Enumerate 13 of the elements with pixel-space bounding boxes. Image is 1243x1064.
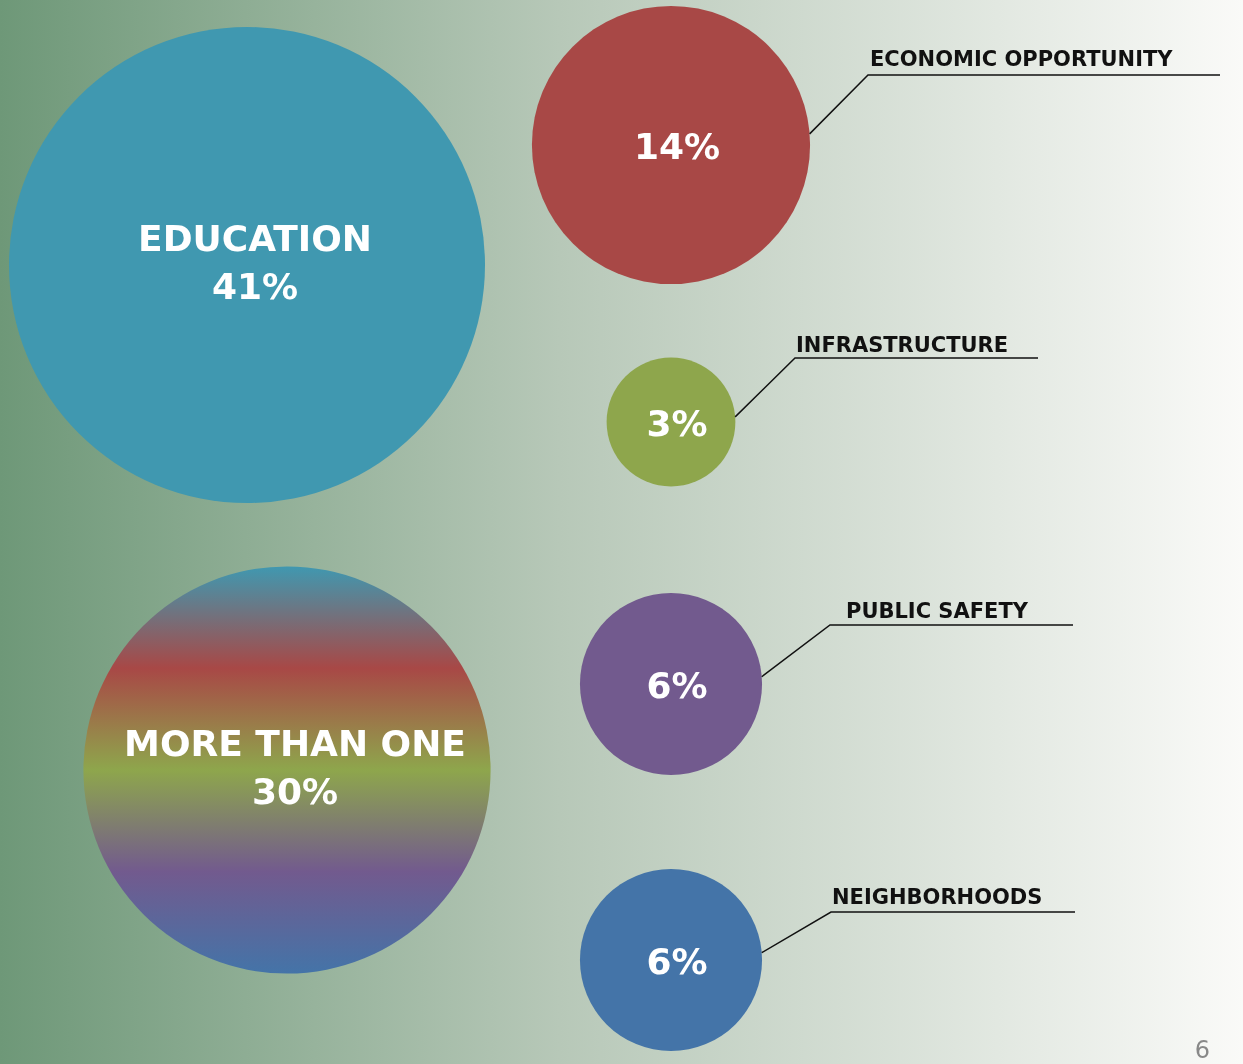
text: 6 [1194, 1036, 1210, 1064]
data-label: 6% [646, 941, 708, 982]
category-label: PUBLIC SAFETY [846, 599, 1029, 623]
data-label: 6% [646, 665, 708, 706]
data-label: 3% [646, 403, 708, 444]
category-label: MORE THAN ONE [124, 723, 466, 764]
data-label: 30% [251, 771, 339, 812]
data-label: 14% [633, 126, 721, 167]
category-label: INFRASTRUCTURE [796, 333, 1009, 357]
data-label: 41% [211, 266, 299, 307]
category-label: ECONOMIC OPPORTUNITY [870, 47, 1174, 71]
category-label: EDUCATION [138, 218, 372, 259]
category-label: NEIGHBORHOODS [832, 885, 1043, 909]
